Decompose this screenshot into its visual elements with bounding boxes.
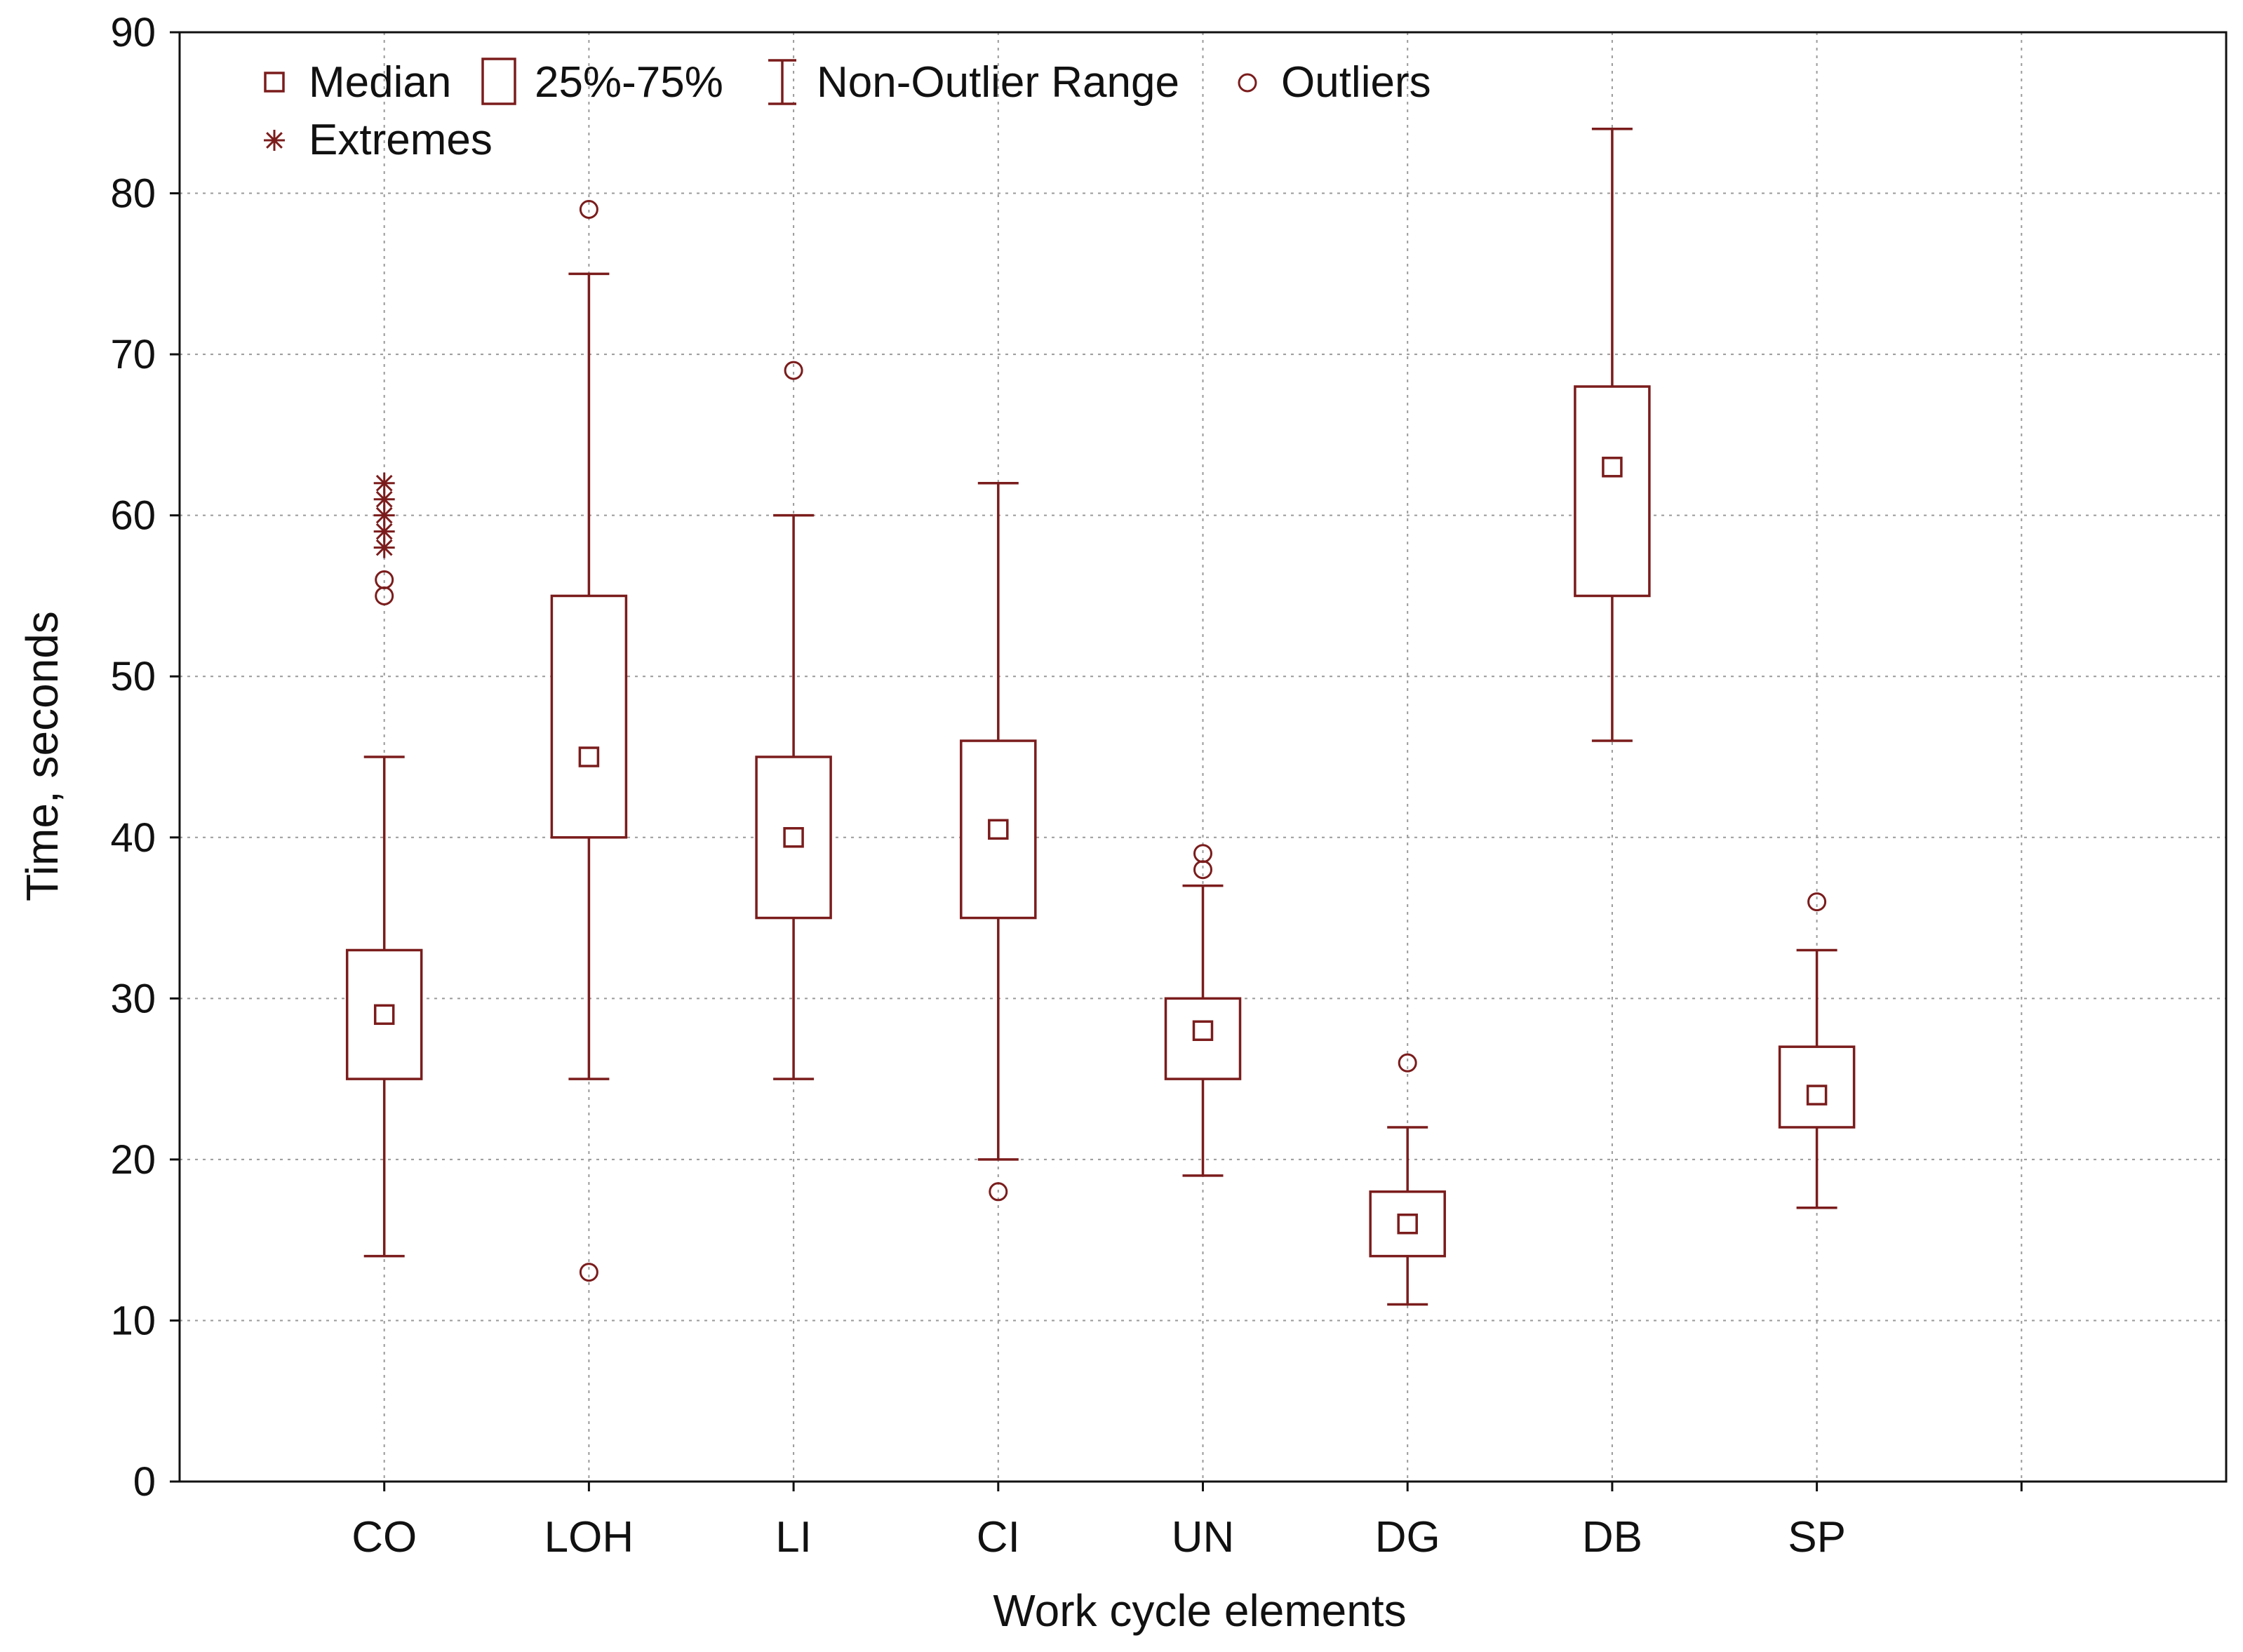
x-axis-title: Work cycle elements <box>993 1585 1406 1636</box>
y-tick-label: 20 <box>110 1137 156 1183</box>
median-marker <box>1602 457 1623 478</box>
plot-frame <box>178 31 2228 1483</box>
y-tick-label: 50 <box>110 654 156 699</box>
box-un <box>1164 844 1242 1177</box>
extreme-stroke <box>375 539 393 556</box>
y-tick-label: 90 <box>110 10 156 55</box>
median-marker <box>373 1004 395 1026</box>
outlier-point <box>1193 844 1212 864</box>
outlier-point <box>579 1263 598 1282</box>
iqr-box <box>1778 1045 1856 1129</box>
y-axis-title: Time, seconds <box>17 611 67 901</box>
x-category-label: DB <box>1582 1513 1642 1562</box>
x-category-label: CI <box>977 1513 1020 1562</box>
extreme-stroke <box>375 523 393 540</box>
box-db <box>1574 127 1651 742</box>
y-tick-label: 80 <box>110 171 156 217</box>
legend-median-symbol <box>264 72 285 93</box>
y-tick-label: 30 <box>110 976 156 1021</box>
median-marker <box>1192 1020 1214 1041</box>
iqr-box <box>345 948 423 1080</box>
x-category-label: LI <box>775 1513 812 1562</box>
box-loh <box>550 200 628 1282</box>
extreme-stroke <box>375 506 393 524</box>
y-tick-label: 0 <box>133 1459 156 1505</box>
median-marker <box>1397 1213 1418 1235</box>
median-marker <box>1806 1084 1828 1106</box>
box-dg <box>1369 1053 1446 1306</box>
legend-extreme-symbol <box>264 130 285 151</box>
iqr-box <box>550 594 628 839</box>
extreme-stroke <box>375 490 393 508</box>
legend-box-label: 25%-75% <box>535 58 723 107</box>
outlier-point <box>1807 892 1827 912</box>
outlier-point <box>784 361 803 380</box>
outlier-point <box>579 200 598 220</box>
box-co <box>345 472 423 1258</box>
legend-outlier-symbol <box>1238 73 1257 93</box>
median-marker <box>988 819 1009 840</box>
median-marker <box>783 827 804 848</box>
extreme-stroke <box>375 474 393 492</box>
iqr-box <box>755 756 832 920</box>
x-category-label: DG <box>1375 1513 1440 1562</box>
x-category-label: UN <box>1172 1513 1235 1562</box>
legend-median-label: Median <box>309 58 451 107</box>
legend-box-symbol <box>481 58 516 105</box>
box-ci <box>960 482 1037 1202</box>
outlier-point <box>989 1182 1008 1202</box>
legend-outlier-label: Outliers <box>1281 58 1431 107</box>
legend-whisker-label: Non-Outlier Range <box>817 58 1179 107</box>
y-tick-label: 10 <box>110 1298 156 1343</box>
outlier-point <box>375 570 394 589</box>
median-marker <box>578 746 600 767</box>
x-category-label: CO <box>351 1513 417 1562</box>
iqr-box <box>1574 385 1651 598</box>
y-tick-label: 60 <box>110 493 156 539</box>
y-tick-label: 40 <box>110 815 156 861</box>
box-li <box>755 361 832 1080</box>
iqr-box <box>960 739 1037 920</box>
x-category-label: LOH <box>544 1513 634 1562</box>
legend-extreme-label: Extremes <box>309 116 493 164</box>
iqr-box <box>1369 1190 1446 1258</box>
extreme-point <box>373 472 395 494</box>
y-tick-label: 70 <box>110 332 156 377</box>
extreme-stroke <box>266 132 283 149</box>
outlier-point <box>1398 1053 1417 1073</box>
x-category-label: SP <box>1788 1513 1846 1562</box>
box-sp <box>1778 892 1856 1209</box>
extreme-point <box>373 488 395 510</box>
